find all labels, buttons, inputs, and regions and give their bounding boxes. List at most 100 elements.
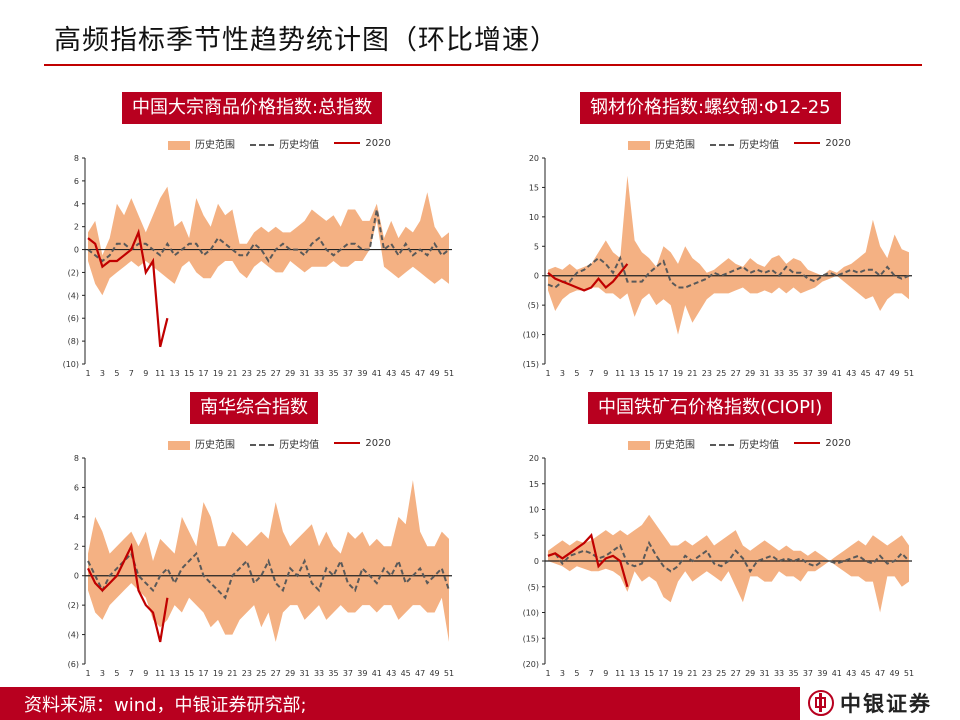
x-tick-label: 5 xyxy=(114,369,119,378)
x-tick-label: 43 xyxy=(846,669,856,678)
y-tick-label: 6 xyxy=(74,177,79,186)
x-tick-label: 13 xyxy=(630,369,640,378)
x-tick-label: 39 xyxy=(817,669,827,678)
y-tick-label: 6 xyxy=(74,483,79,492)
x-tick-label: 39 xyxy=(357,669,367,678)
y-tick-label: 15 xyxy=(529,183,539,192)
x-tick-label: 51 xyxy=(904,669,914,678)
x-tick-label: 25 xyxy=(256,669,266,678)
solid-line-icon xyxy=(794,442,821,444)
x-tick-label: 23 xyxy=(242,369,252,378)
x-tick-label: 9 xyxy=(603,369,608,378)
x-tick-label: 47 xyxy=(415,369,425,378)
x-tick-label: 45 xyxy=(401,369,411,378)
x-tick-label: 31 xyxy=(300,669,310,678)
x-tick-label: 27 xyxy=(731,369,741,378)
x-tick-label: 29 xyxy=(745,669,755,678)
historical-range-band xyxy=(88,186,449,296)
y-tick-label: (5) xyxy=(528,583,539,592)
legend-label-band: 历史范围 xyxy=(655,440,695,451)
x-tick-label: 15 xyxy=(184,369,194,378)
legend-item-band: 历史范围 xyxy=(628,136,695,151)
solid-line-icon xyxy=(334,442,361,444)
x-tick-label: 25 xyxy=(716,669,726,678)
x-tick-label: 29 xyxy=(285,369,295,378)
x-tick-label: 5 xyxy=(574,669,579,678)
x-tick-label: 49 xyxy=(429,669,439,678)
historical-mean-line xyxy=(547,540,910,574)
x-tick-label: 47 xyxy=(415,669,425,678)
x-tick-label: 47 xyxy=(875,369,885,378)
series-2020-line xyxy=(87,542,169,643)
chart-legend: 历史范围 历史均值 2020 xyxy=(628,436,863,451)
legend-item-current: 2020 xyxy=(334,138,391,149)
y-tick-label: 0 xyxy=(74,572,79,581)
x-tick-label: 35 xyxy=(328,369,338,378)
x-tick-label: 27 xyxy=(271,369,281,378)
solid-line-icon xyxy=(794,142,821,144)
x-tick-label: 7 xyxy=(589,369,594,378)
x-tick-label: 21 xyxy=(687,369,697,378)
y-tick-label: 15 xyxy=(529,480,539,489)
chart-panel-rebar: 钢材价格指数:螺纹钢:Φ12-25 历史范围 历史均值 2020 20 15 10 5… xyxy=(500,92,960,392)
legend-item-mean: 历史均值 xyxy=(250,436,319,451)
x-tick-label: 19 xyxy=(213,369,223,378)
x-tick-label: 15 xyxy=(644,669,654,678)
x-tick-label: 15 xyxy=(644,369,654,378)
x-tick-label: 31 xyxy=(760,669,770,678)
y-tick-label: 0 xyxy=(534,557,539,566)
chart-title: 中国大宗商品价格指数:总指数 xyxy=(122,92,383,124)
y-tick-label: (10) xyxy=(523,609,539,618)
chart-legend: 历史范围 历史均值 2020 xyxy=(168,436,403,451)
dashed-line-icon xyxy=(250,144,275,146)
x-tick-label: 47 xyxy=(875,669,885,678)
chart-title: 中国铁矿石价格指数(CIOPI) xyxy=(588,392,833,424)
y-tick-label: (6) xyxy=(68,660,79,669)
x-tick-label: 17 xyxy=(658,369,668,378)
x-tick-label: 7 xyxy=(129,669,134,678)
x-tick-label: 1 xyxy=(85,669,90,678)
historical-mean-line xyxy=(547,255,910,289)
x-tick-label: 33 xyxy=(774,669,784,678)
y-tick-label: 0 xyxy=(534,272,539,281)
x-tick-label: 51 xyxy=(444,669,454,678)
x-tick-label: 7 xyxy=(129,369,134,378)
x-tick-label: 27 xyxy=(731,669,741,678)
x-tick-label: 1 xyxy=(545,369,550,378)
legend-label-mean: 历史均值 xyxy=(279,140,320,151)
chart-panel-nanhua: 南华综合指数 历史范围 历史均值 2020 8 6 4 2 0 (2) (4) (6) 1 3 5 7… xyxy=(40,392,510,692)
x-tick-label: 23 xyxy=(702,669,712,678)
x-tick-label: 3 xyxy=(560,369,565,378)
x-tick-label: 31 xyxy=(300,369,310,378)
legend-item-band: 历史范围 xyxy=(168,436,235,451)
legend-label-current: 2020 xyxy=(365,438,391,449)
x-tick-label: 49 xyxy=(889,369,899,378)
legend-label-current: 2020 xyxy=(825,438,851,449)
legend-item-band: 历史范围 xyxy=(168,136,235,151)
series-2020-line xyxy=(547,533,629,588)
source-note: 资料来源：wind，中银证券研究部; xyxy=(24,695,307,716)
x-tick-label: 41 xyxy=(372,669,382,678)
x-tick-label: 17 xyxy=(198,369,208,378)
x-tick-label: 49 xyxy=(889,669,899,678)
x-tick-label: 49 xyxy=(429,369,439,378)
x-tick-label: 19 xyxy=(673,669,683,678)
x-tick-label: 45 xyxy=(401,669,411,678)
y-tick-label: (5) xyxy=(528,301,539,310)
y-tick-label: 4 xyxy=(74,200,79,209)
legend-item-mean: 历史均值 xyxy=(710,136,779,151)
chart-legend: 历史范围 历史均值 2020 xyxy=(168,136,403,151)
historical-range-band xyxy=(548,514,909,613)
y-tick-label: 5 xyxy=(534,242,539,251)
y-tick-label: (8) xyxy=(68,337,79,346)
legend-label-mean: 历史均值 xyxy=(739,440,780,451)
y-tick-label: (10) xyxy=(523,331,539,340)
legend-item-mean: 历史均值 xyxy=(250,136,319,151)
x-tick-label: 43 xyxy=(846,369,856,378)
y-tick-label: 4 xyxy=(74,513,79,522)
y-tick-label: (15) xyxy=(523,360,539,369)
x-tick-label: 5 xyxy=(574,369,579,378)
x-tick-label: 37 xyxy=(803,669,813,678)
y-tick-label: 20 xyxy=(529,454,539,463)
